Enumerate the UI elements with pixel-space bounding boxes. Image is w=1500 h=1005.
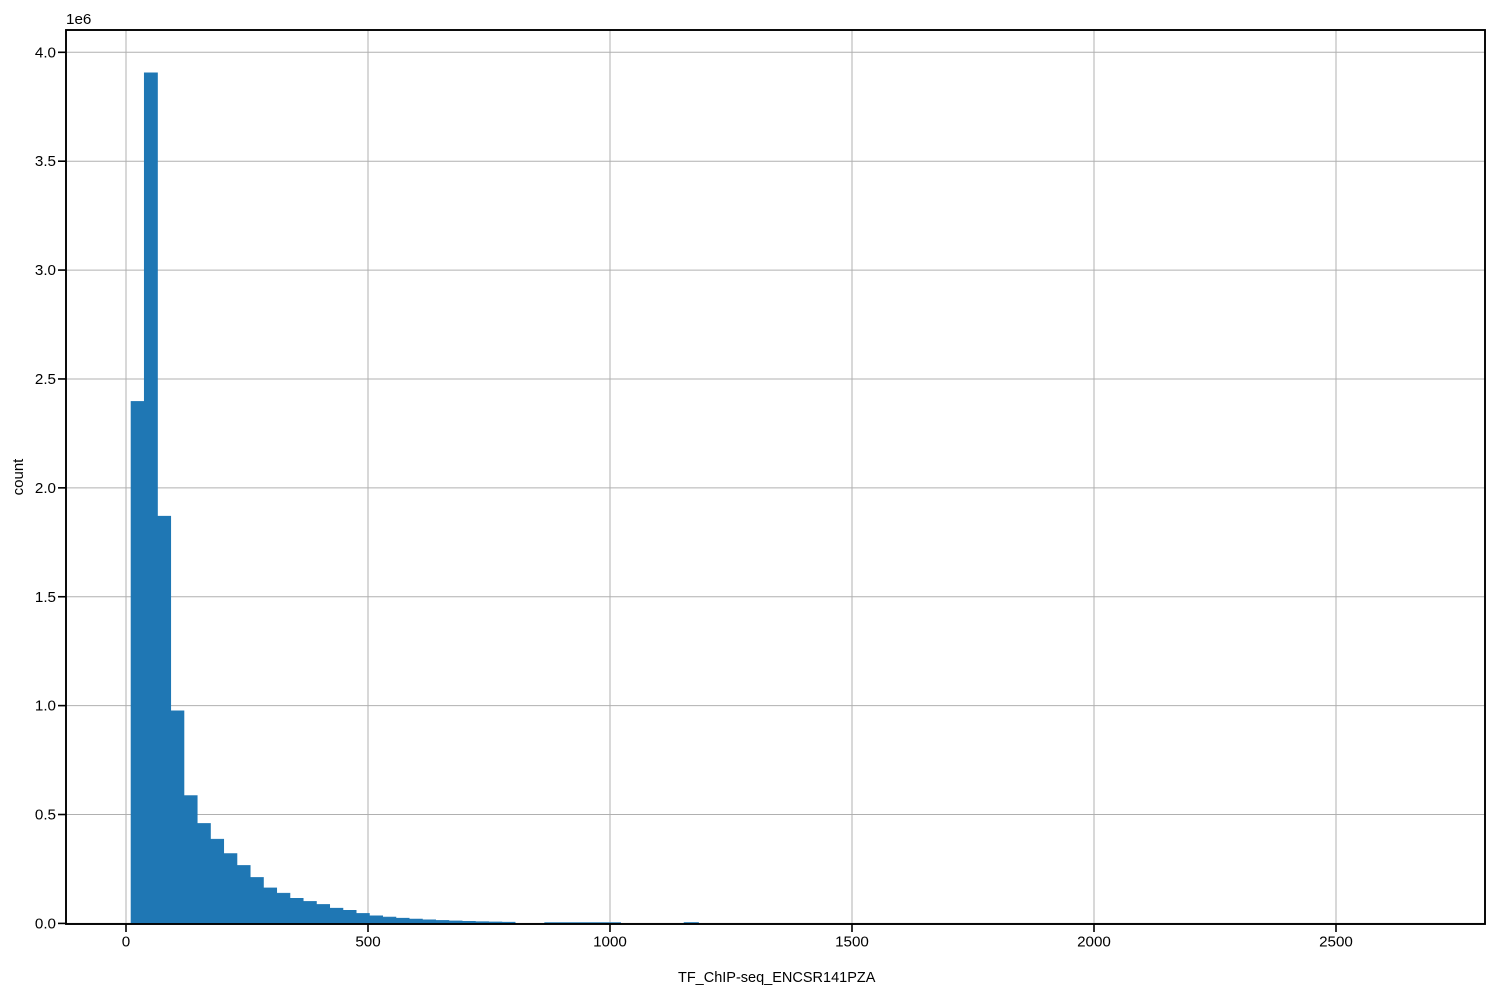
svg-text:1.0: 1.0 xyxy=(35,698,56,715)
svg-text:4.0: 4.0 xyxy=(35,44,56,61)
svg-text:2500: 2500 xyxy=(1319,934,1353,951)
svg-text:3.5: 3.5 xyxy=(35,153,56,170)
svg-text:0: 0 xyxy=(122,934,130,951)
svg-text:TF_ChIP-seq_ENCSR141PZA: TF_ChIP-seq_ENCSR141PZA xyxy=(678,970,876,986)
svg-text:500: 500 xyxy=(355,934,380,951)
svg-text:0.0: 0.0 xyxy=(35,915,56,932)
svg-text:1500: 1500 xyxy=(835,934,869,951)
svg-text:1000: 1000 xyxy=(593,934,627,951)
svg-text:2000: 2000 xyxy=(1077,934,1111,951)
svg-text:count: count xyxy=(10,458,27,496)
svg-text:2.0: 2.0 xyxy=(35,480,56,497)
svg-text:3.0: 3.0 xyxy=(35,262,56,279)
svg-text:1e6: 1e6 xyxy=(66,11,91,28)
svg-text:2.5: 2.5 xyxy=(35,371,56,388)
svg-text:1.5: 1.5 xyxy=(35,589,56,606)
svg-text:0.5: 0.5 xyxy=(35,807,56,824)
